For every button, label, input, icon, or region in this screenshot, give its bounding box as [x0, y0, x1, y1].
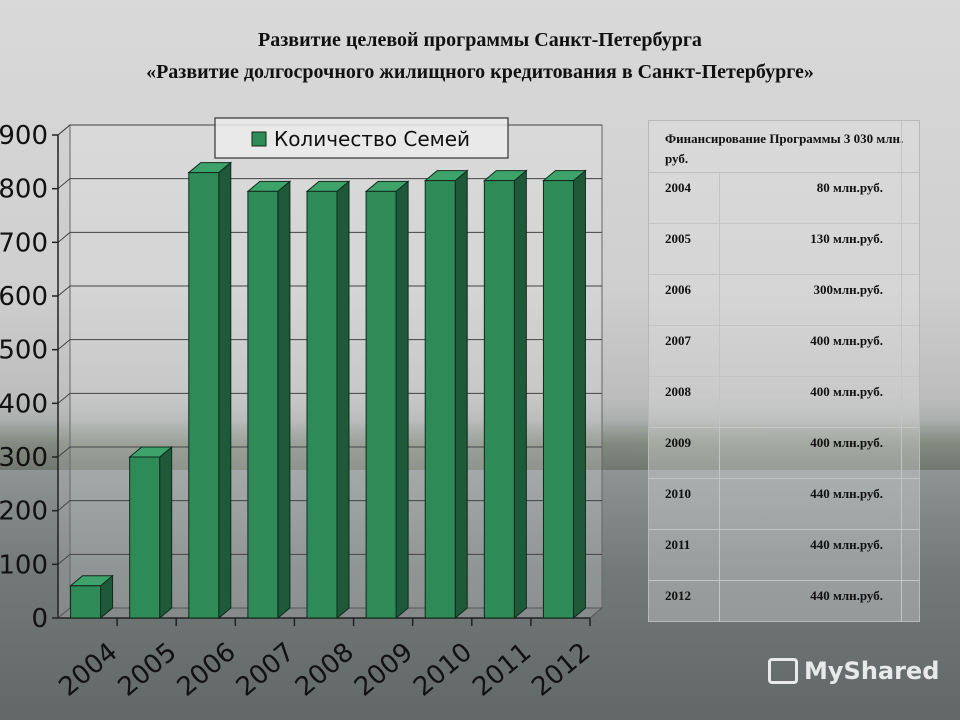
x-tick-label: 2007: [231, 637, 301, 703]
title-line-1: Развитие целевой программы Санкт-Петербу…: [258, 29, 702, 51]
bar-side: [454, 169, 468, 620]
funding-row: 2011 440 млн.руб.: [649, 530, 919, 581]
bar-side: [277, 180, 291, 620]
gridline: [57, 285, 602, 297]
y-tick-label: 400: [0, 389, 48, 419]
bar-side: [572, 169, 586, 620]
funding-year: 2012: [665, 588, 691, 603]
page-title: Развитие целевой программы Санкт-Петербу…: [0, 24, 960, 88]
bar-side: [513, 169, 527, 620]
gridline: [57, 231, 602, 243]
y-tick-label: 700: [0, 228, 48, 258]
y-tick-label: 900: [0, 121, 48, 151]
funding-year: 2009: [665, 435, 691, 450]
y-tick-label: 500: [0, 336, 48, 366]
chart-side-wall: [57, 123, 71, 620]
bar-side: [159, 445, 173, 620]
funding-amount: 440 млн.руб.: [810, 486, 883, 501]
funding-rows: 2004 80 млн.руб. 2005 130 млн.руб. 2006 300мл…: [649, 173, 919, 632]
y-tick-label: 200: [0, 497, 48, 527]
funding-table: Финансирование Программы 3 030 млн. руб.…: [648, 120, 920, 622]
chart-legend: Количество Семей: [214, 117, 509, 159]
funding-year: 2004: [665, 180, 691, 195]
funding-row: 2012 440 млн.руб.: [649, 581, 919, 632]
y-tick-label: 300: [0, 443, 48, 473]
funding-header: Финансирование Программы 3 030 млн. руб.: [649, 121, 919, 173]
funding-amount: 440 млн.руб.: [810, 588, 883, 603]
funding-year: 2006: [665, 282, 691, 297]
gridline: [57, 446, 602, 458]
funding-row: 2009 400 млн.руб.: [649, 428, 919, 479]
watermark: MyShared: [768, 656, 939, 692]
funding-amount: 400 млн.руб.: [810, 384, 883, 399]
funding-year: 2010: [665, 486, 691, 501]
x-tick-label: 2005: [113, 637, 183, 703]
funding-amount: 300млн.руб.: [813, 282, 883, 297]
bar: [424, 180, 456, 619]
bar: [247, 190, 279, 619]
funding-row: 2007 400 млн.руб.: [649, 326, 919, 377]
funding-amount: 400 млн.руб.: [810, 333, 883, 348]
chart-bars: [69, 161, 587, 620]
funding-amount: 440 млн.руб.: [810, 537, 883, 552]
funding-divider-right: [901, 121, 902, 622]
funding-year: 2008: [665, 384, 691, 399]
bar-side: [395, 180, 409, 620]
funding-amount: 400 млн.руб.: [810, 435, 883, 450]
watermark-logo-icon: [768, 658, 798, 684]
bar: [188, 172, 220, 619]
bar: [542, 180, 574, 619]
gridline: [57, 178, 602, 190]
funding-row: 2010 440 млн.руб.: [649, 479, 919, 530]
funding-year: 2007: [665, 333, 691, 348]
x-tick-label: 2011: [467, 637, 537, 703]
legend-swatch: [251, 131, 267, 147]
gridline: [57, 339, 602, 351]
title-line-2: «Развитие долгосрочного жилищного кредит…: [146, 61, 814, 83]
x-tick-label: 2004: [53, 637, 123, 703]
y-tick-label: 800: [0, 175, 48, 205]
funding-amount: 130 млн.руб.: [810, 231, 883, 246]
bar: [129, 456, 161, 619]
funding-amount: 80 млн.руб.: [816, 180, 883, 195]
y-tick-label: 100: [0, 550, 48, 580]
y-tick-label: 600: [0, 282, 48, 312]
bar: [306, 190, 338, 619]
y-tick-label: 0: [31, 604, 48, 634]
bar: [70, 585, 102, 619]
funding-row: 2005 130 млн.руб.: [649, 224, 919, 275]
funding-year: 2011: [665, 537, 691, 552]
funding-row: 2008 400 млн.руб.: [649, 377, 919, 428]
x-tick-label: 2012: [526, 637, 596, 703]
x-tick-label: 2009: [349, 637, 419, 703]
gridline: [57, 553, 602, 565]
bar: [483, 180, 515, 619]
gridline: [57, 392, 602, 404]
bar-side: [218, 161, 232, 620]
bar: [365, 190, 397, 619]
gridline: [57, 500, 602, 512]
funding-divider: [719, 173, 720, 622]
legend-label: Количество Семей: [274, 127, 470, 151]
x-tick-label: 2006: [172, 637, 242, 703]
y-tick-labels: 0 100 200 300 400 500 600 700 800 900: [0, 121, 48, 634]
funding-year: 2005: [665, 231, 691, 246]
funding-row: 2004 80 млн.руб.: [649, 173, 919, 224]
bar-side: [336, 180, 350, 620]
x-tick-label: 2010: [408, 637, 478, 703]
watermark-text: MyShared: [804, 657, 940, 685]
funding-row: 2006 300млн.руб.: [649, 275, 919, 326]
x-tick-label: 2008: [290, 637, 360, 703]
